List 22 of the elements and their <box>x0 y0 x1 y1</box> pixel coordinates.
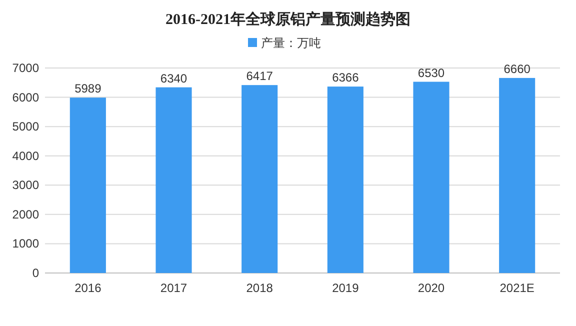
chart-title: 2016-2021年全球原铝产量预测趋势图 <box>166 11 410 28</box>
data-label: 6417 <box>246 69 274 84</box>
x-tick-label: 2019 <box>332 281 360 295</box>
data-label: 6660 <box>504 62 531 76</box>
y-tick-label: 1000 <box>12 236 40 251</box>
data-label: 6340 <box>160 71 188 86</box>
y-tick-label: 3000 <box>12 178 40 192</box>
y-tick-label: 4000 <box>12 148 40 163</box>
x-tick-label: 2017 <box>160 281 188 295</box>
data-label: 5989 <box>74 82 102 96</box>
x-tick-label: 2016 <box>74 281 102 295</box>
y-tick-label: 6000 <box>12 90 40 104</box>
y-tick-label: 2000 <box>12 207 40 222</box>
y-tick-label: 0 <box>32 266 40 280</box>
x-tick-label: 2020 <box>418 281 445 295</box>
x-tick-label: 2021E <box>500 281 534 295</box>
legend-label: 产量：万吨 <box>261 36 321 50</box>
y-tick-label: 5000 <box>12 120 40 134</box>
data-label: 6366 <box>332 70 360 85</box>
data-label: 6530 <box>418 66 445 80</box>
y-tick-label: 7000 <box>12 61 40 75</box>
x-tick-label: 2018 <box>246 281 274 295</box>
